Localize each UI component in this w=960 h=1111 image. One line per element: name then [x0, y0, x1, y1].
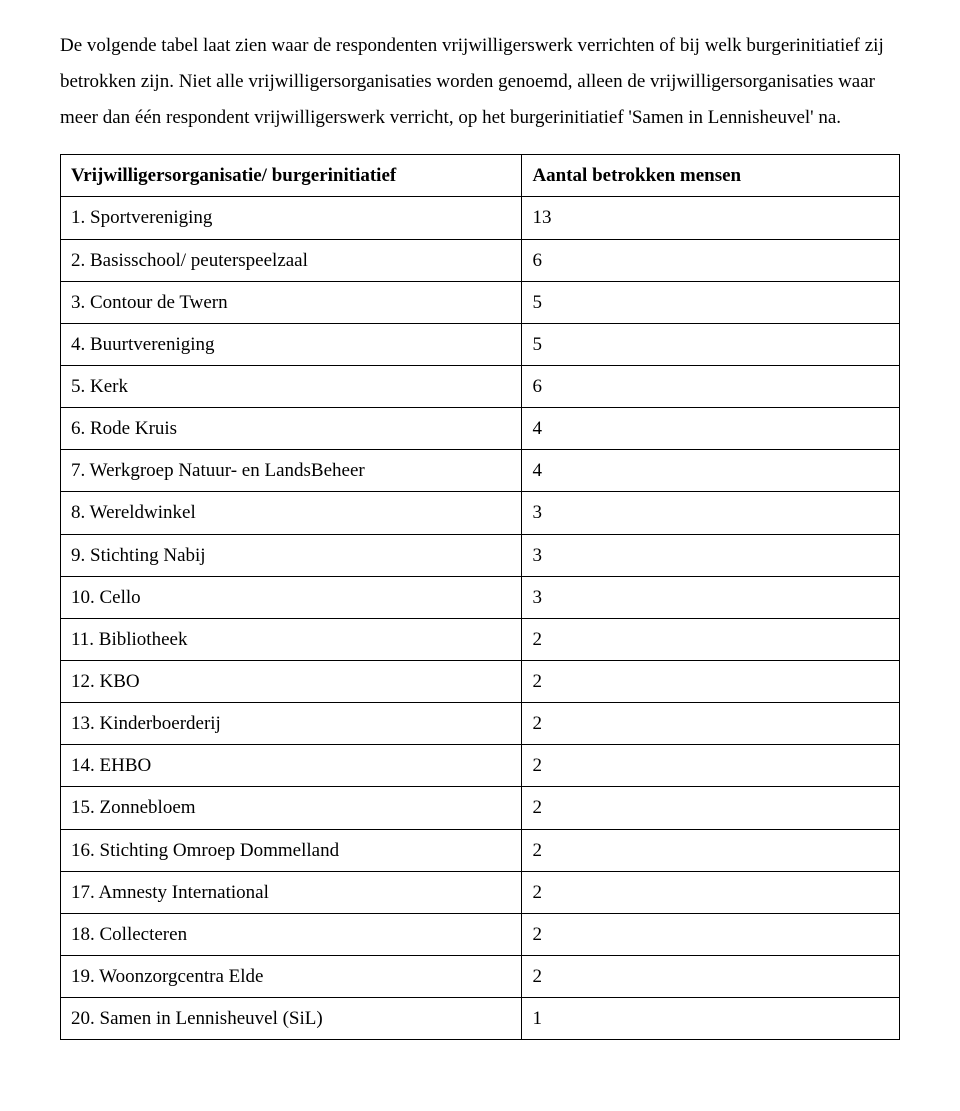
cell-organisation: 6. Rode Kruis — [61, 408, 522, 450]
col-header-organisation: Vrijwilligersorganisatie/ burgerinitiati… — [61, 155, 522, 197]
cell-organisation: 4. Buurtvereniging — [61, 323, 522, 365]
cell-count: 3 — [522, 576, 900, 618]
table-row: 12. KBO2 — [61, 660, 900, 702]
table-row: 4. Buurtvereniging5 — [61, 323, 900, 365]
table-row: 13. Kinderboerderij2 — [61, 703, 900, 745]
table-row: 8. Wereldwinkel3 — [61, 492, 900, 534]
cell-count: 2 — [522, 618, 900, 660]
cell-organisation: 17. Amnesty International — [61, 871, 522, 913]
table-row: 1. Sportvereniging13 — [61, 197, 900, 239]
cell-count: 6 — [522, 365, 900, 407]
cell-count: 2 — [522, 745, 900, 787]
table-row: 18. Collecteren2 — [61, 913, 900, 955]
cell-organisation: 2. Basisschool/ peuterspeelzaal — [61, 239, 522, 281]
table-row: 16. Stichting Omroep Dommelland2 — [61, 829, 900, 871]
table-row: 15. Zonnebloem2 — [61, 787, 900, 829]
cell-organisation: 14. EHBO — [61, 745, 522, 787]
cell-count: 3 — [522, 534, 900, 576]
cell-organisation: 9. Stichting Nabij — [61, 534, 522, 576]
table-header-row: Vrijwilligersorganisatie/ burgerinitiati… — [61, 155, 900, 197]
cell-count: 13 — [522, 197, 900, 239]
cell-count: 5 — [522, 281, 900, 323]
cell-organisation: 15. Zonnebloem — [61, 787, 522, 829]
cell-count: 4 — [522, 408, 900, 450]
table-row: 19. Woonzorgcentra Elde2 — [61, 955, 900, 997]
cell-count: 2 — [522, 703, 900, 745]
cell-organisation: 12. KBO — [61, 660, 522, 702]
cell-organisation: 3. Contour de Twern — [61, 281, 522, 323]
table-row: 10. Cello3 — [61, 576, 900, 618]
table-row: 5. Kerk6 — [61, 365, 900, 407]
cell-count: 6 — [522, 239, 900, 281]
table-row: 11. Bibliotheek2 — [61, 618, 900, 660]
cell-organisation: 7. Werkgroep Natuur- en LandsBeheer — [61, 450, 522, 492]
table-row: 7. Werkgroep Natuur- en LandsBeheer4 — [61, 450, 900, 492]
cell-organisation: 16. Stichting Omroep Dommelland — [61, 829, 522, 871]
cell-count: 2 — [522, 871, 900, 913]
cell-organisation: 13. Kinderboerderij — [61, 703, 522, 745]
org-table: Vrijwilligersorganisatie/ burgerinitiati… — [60, 154, 900, 1040]
intro-paragraph: De volgende tabel laat zien waar de resp… — [60, 28, 900, 136]
cell-count: 2 — [522, 913, 900, 955]
cell-organisation: 20. Samen in Lennisheuvel (SiL) — [61, 998, 522, 1040]
cell-organisation: 19. Woonzorgcentra Elde — [61, 955, 522, 997]
table-row: 20. Samen in Lennisheuvel (SiL)1 — [61, 998, 900, 1040]
cell-count: 1 — [522, 998, 900, 1040]
cell-count: 2 — [522, 829, 900, 871]
cell-count: 5 — [522, 323, 900, 365]
cell-organisation: 1. Sportvereniging — [61, 197, 522, 239]
table-row: 3. Contour de Twern5 — [61, 281, 900, 323]
table-row: 2. Basisschool/ peuterspeelzaal6 — [61, 239, 900, 281]
cell-organisation: 8. Wereldwinkel — [61, 492, 522, 534]
cell-count: 2 — [522, 787, 900, 829]
cell-organisation: 10. Cello — [61, 576, 522, 618]
cell-organisation: 11. Bibliotheek — [61, 618, 522, 660]
cell-count: 3 — [522, 492, 900, 534]
table-row: 17. Amnesty International2 — [61, 871, 900, 913]
col-header-count: Aantal betrokken mensen — [522, 155, 900, 197]
table-row: 9. Stichting Nabij3 — [61, 534, 900, 576]
cell-count: 4 — [522, 450, 900, 492]
cell-count: 2 — [522, 955, 900, 997]
cell-organisation: 18. Collecteren — [61, 913, 522, 955]
table-row: 6. Rode Kruis4 — [61, 408, 900, 450]
cell-count: 2 — [522, 660, 900, 702]
table-row: 14. EHBO2 — [61, 745, 900, 787]
cell-organisation: 5. Kerk — [61, 365, 522, 407]
